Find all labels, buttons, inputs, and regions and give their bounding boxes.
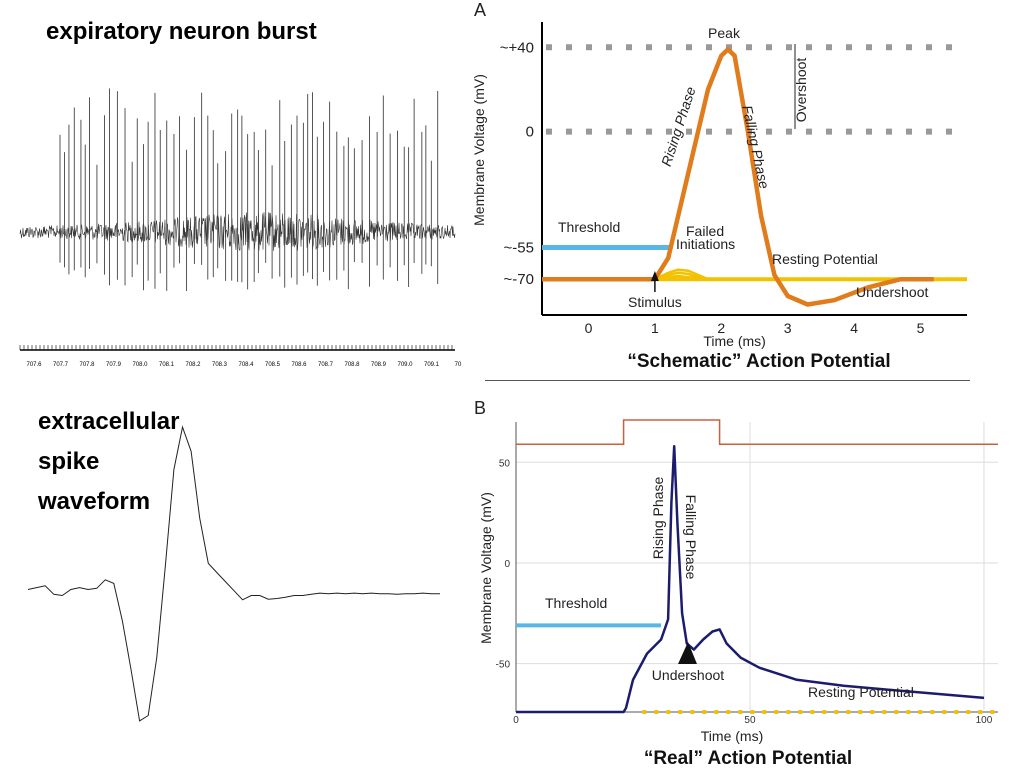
panel-a-label: A [474,0,486,20]
panel-b-label: B [474,398,486,418]
panel-b-x-tick-label: 0 [513,715,519,726]
time-tick-label: 708.0 [132,362,148,368]
undershoot-arrow-head [678,642,697,664]
resting-potential-label: Resting Potential [772,251,878,267]
spike-waveform-line [27,425,440,722]
panel-divider [485,380,970,381]
waveform-title-line-1: extracellular [38,408,180,435]
time-tick-label: 708.1 [159,362,175,368]
failed-initiation-curve [654,274,709,281]
action-potential-curve [542,47,934,307]
time-tick-label: 708.8 [344,362,360,368]
panel-a-x-tick-label: 2 [717,320,725,336]
panel-b-chart-title: “Real” Action Potential [644,748,852,768]
stimulus-pulse-line [516,419,998,445]
panel-b-x-tick-label: 50 [744,715,756,726]
undershoot-label: Undershoot [856,284,928,300]
time-tick-label: 708.3 [212,362,228,368]
recorded-action-potential-trace [516,444,985,714]
panel-b-y-tick-label: 0 [504,559,510,570]
time-tick-label: 707.9 [106,362,122,368]
burst-title: expiratory neuron burst [46,18,317,45]
panel-a-chart-title: “Schematic” Action Potential [627,351,890,372]
time-tick-label: 709.1 [424,362,440,368]
time-tick-label: 708.6 [291,362,307,368]
waveform-title: extracellular spike waveform [38,402,179,522]
overshoot-label: Overshoot [793,58,809,123]
stimulus-label: Stimulus [628,294,682,310]
time-tick-label: 707.8 [79,362,95,368]
threshold-label: Threshold [545,595,607,611]
rising-phase-label: Rising Phase [650,477,666,560]
time-tick-label: 707.6 [26,362,42,368]
panel-b-y-tick-label: -50 [496,660,511,671]
time-tick-label: 708.2 [185,362,201,368]
failed-initiation-curve [654,268,709,281]
time-tick-label: 70 [455,362,462,368]
panel-a-y-tick-label: ~-70 [504,271,534,288]
time-tick-label: 708.7 [318,362,334,368]
panel-b-y-tick-label: 50 [499,458,511,469]
undershoot-label: Undershoot [652,667,724,683]
stimulus-arrow-head [650,271,659,281]
panel-a-x-tick-label: 1 [651,320,659,336]
peak-label: Peak [708,25,741,41]
time-tick-label: 708.4 [238,362,254,368]
panel-a-x-tick-label: 4 [850,320,858,336]
time-tick-label: 709.0 [397,362,413,368]
time-tick-label: 708.5 [265,362,281,368]
time-tick-label: 707.7 [53,362,69,368]
panel-a-y-tick-label: ~+40 [500,39,534,56]
threshold-label: Threshold [558,219,620,235]
panel-b-y-axis-title: Membrane Voltage (mV) [478,492,494,644]
panel-a-x-tick-label: 0 [585,320,593,336]
panel-a-y-tick-label: ~-55 [504,240,534,257]
panel-a-x-tick-label: 3 [784,320,792,336]
time-tick-label: 708.9 [371,362,387,368]
waveform-title-line-2: spike [38,448,100,475]
initiations-label: Initiations [676,236,735,252]
panel-b-x-tick-label: 100 [976,715,993,726]
falling-phase-label: Falling Phase [683,495,699,580]
panel-a-y-tick-label: 0 [526,124,534,141]
waveform-title-line-3: waveform [38,488,151,515]
panel-b-x-axis-title: Time (ms) [701,728,763,744]
failed-label: Failed [686,223,724,239]
resting-potential-label: Resting Potential [808,684,914,700]
panel-a-y-axis-title: Membrane Voltage (mV) [471,74,487,226]
panel-a-x-axis-title: Time (ms) [703,333,765,349]
panel-a-x-tick-label: 5 [917,320,925,336]
